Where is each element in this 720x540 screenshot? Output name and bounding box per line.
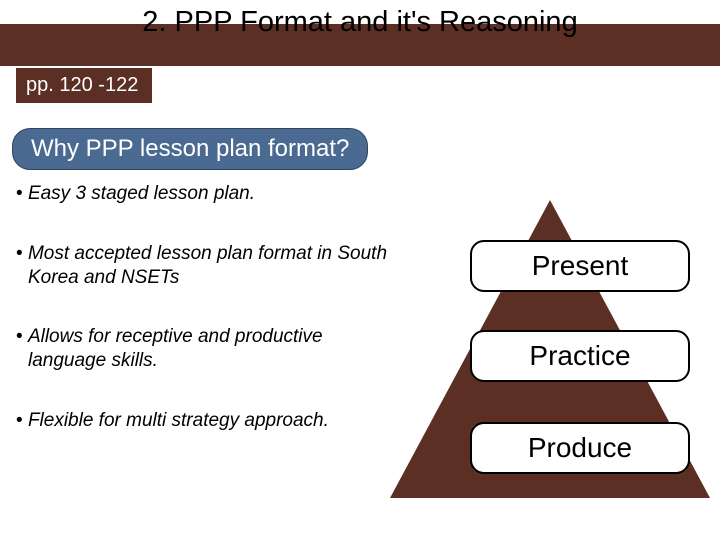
bullet-item: Allows for receptive and productive lang… [14, 325, 404, 373]
stage-produce-pill: Produce [470, 422, 690, 474]
bullet-item: Most accepted lesson plan format in Sout… [14, 242, 404, 290]
bullet-item: Flexible for multi strategy approach. [14, 409, 404, 433]
stage-practice-pill: Practice [470, 330, 690, 382]
page-reference: pp. 120 -122 [16, 68, 152, 103]
ppp-triangle-diagram: Present Practice Produce [390, 200, 710, 510]
stage-present-pill: Present [470, 240, 690, 292]
slide-title: 2. PPP Format and it's Reasoning [0, 6, 720, 39]
bullet-item: Easy 3 staged lesson plan. [14, 182, 404, 206]
bullet-list: Easy 3 staged lesson plan. Most accepted… [14, 182, 404, 469]
subheading-pill: Why PPP lesson plan format? [12, 128, 368, 170]
